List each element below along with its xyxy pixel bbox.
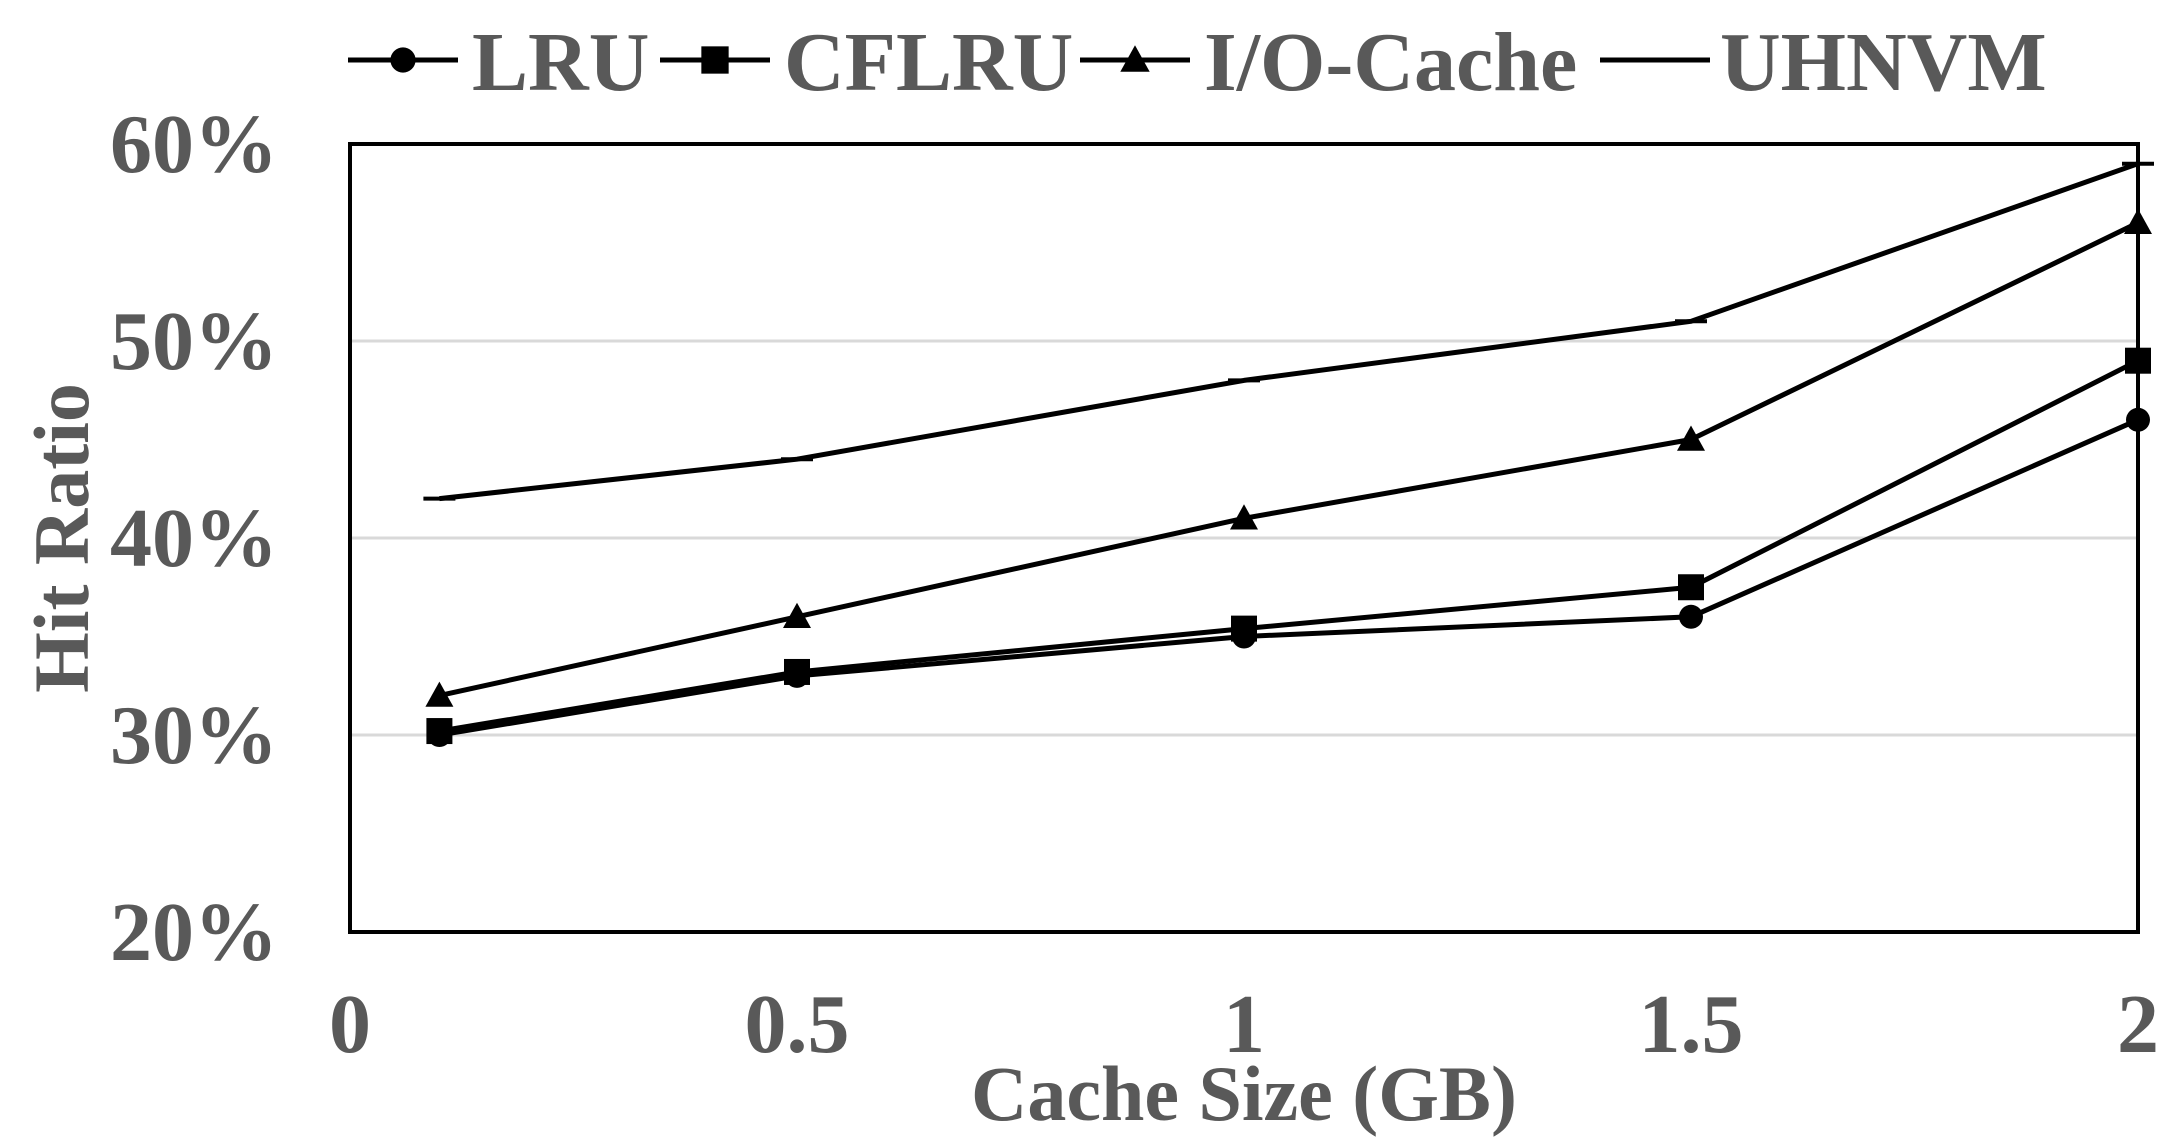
x-tick-label: 0 xyxy=(329,978,371,1071)
series-line xyxy=(439,161,2139,502)
data-point xyxy=(2125,347,2151,374)
legend-label: UHNVM xyxy=(1720,16,2047,109)
data-point xyxy=(783,602,811,628)
plot-frame xyxy=(348,142,2140,934)
data-point xyxy=(425,681,454,707)
series-lru xyxy=(427,407,2150,747)
data-point xyxy=(426,718,453,745)
y-tick-label: 20% xyxy=(110,886,278,979)
grid-lines xyxy=(350,339,2138,737)
x-axis-ticks: 0 0.5 1 1.5 2 xyxy=(329,978,2159,1071)
legend: LRU CFLRU I/O-Cache UHNVM xyxy=(348,16,2047,109)
series-uhnvm xyxy=(423,161,2154,502)
y-tick-label: 30% xyxy=(110,689,278,782)
legend-label: I/O-Cache xyxy=(1204,16,1577,109)
y-tick-label: 50% xyxy=(110,295,278,388)
legend-item: CFLRU xyxy=(660,16,1073,109)
y-tick-label: 40% xyxy=(110,492,278,585)
x-axis-title: Cache Size (GB) xyxy=(971,1050,1517,1137)
y-tick-label: 60% xyxy=(110,98,278,191)
x-tick-label: 1 xyxy=(1223,978,1265,1071)
series-layer xyxy=(423,161,2154,747)
legend-marker xyxy=(701,46,729,74)
legend-label: LRU xyxy=(472,16,649,109)
y-axis-ticks: 20% 30% 40% 50% 60% xyxy=(110,98,278,979)
data-point xyxy=(1677,425,1705,451)
data-point xyxy=(1231,615,1257,642)
data-point xyxy=(1230,504,1258,530)
legend-item: I/O-Cache xyxy=(1080,16,1577,109)
series-i-o-cache xyxy=(425,208,2152,707)
y-axis-title: Hit Ratio xyxy=(18,383,105,693)
series-cflru xyxy=(426,347,2151,745)
x-tick-label: 0.5 xyxy=(745,978,850,1071)
legend-item: LRU xyxy=(348,16,649,109)
legend-marker xyxy=(1120,45,1150,72)
data-point xyxy=(784,658,810,685)
data-point xyxy=(2126,407,2150,432)
legend-item: UHNVM xyxy=(1600,16,2047,109)
x-tick-label: 2 xyxy=(2117,978,2159,1071)
legend-label: CFLRU xyxy=(784,16,1073,109)
series-line xyxy=(438,358,2140,734)
data-point xyxy=(2124,208,2152,234)
x-tick-label: 1.5 xyxy=(1639,978,1744,1071)
legend-marker xyxy=(390,47,416,73)
data-point xyxy=(1679,604,1703,629)
data-point xyxy=(1678,574,1704,601)
